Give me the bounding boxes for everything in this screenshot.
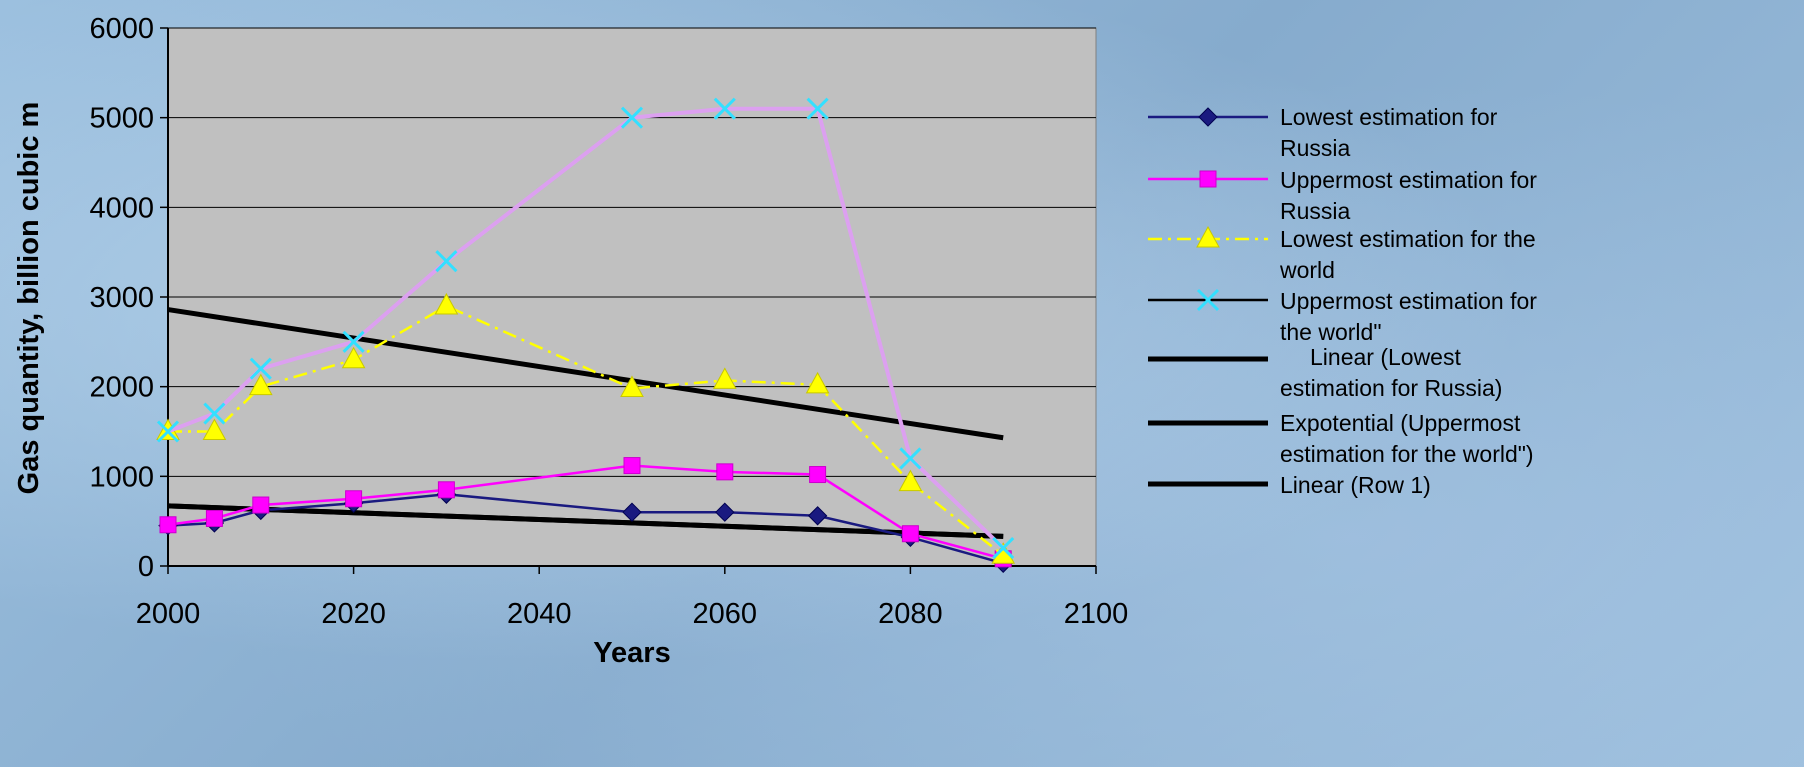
data-point-x bbox=[713, 97, 736, 120]
y-axis-title: Gas quantity, billion cubic m bbox=[13, 102, 45, 495]
legend-item-4: Uppermost estimation for the world" bbox=[1148, 288, 1537, 345]
legend-item-3: Lowest estimation for the world bbox=[1148, 225, 1536, 283]
series-line bbox=[167, 493, 1004, 565]
data-point-triangle bbox=[712, 367, 737, 389]
series-line bbox=[167, 106, 1005, 550]
legend-item-1: Lowest estimation for Russia bbox=[1148, 104, 1498, 161]
data-point-diamond bbox=[807, 506, 828, 526]
legend-label: Lowest estimation for bbox=[1280, 104, 1498, 130]
y-tick-label: 6000 bbox=[89, 13, 154, 45]
data-point-x bbox=[156, 420, 180, 443]
data-point-triangle bbox=[248, 373, 273, 396]
legend-label: Russia bbox=[1280, 135, 1351, 161]
data-point-square bbox=[205, 509, 223, 527]
series-line bbox=[168, 304, 1004, 557]
data-point-diamond bbox=[622, 502, 642, 522]
y-tick-label: 4000 bbox=[89, 192, 154, 224]
legend-label: estimation for Russia) bbox=[1280, 375, 1502, 401]
data-point-triangle bbox=[341, 346, 366, 369]
legend-item-7: Linear (Row 1) bbox=[1148, 472, 1431, 498]
legend-label: Uppermost estimation for bbox=[1280, 167, 1537, 193]
legend-label: Russia bbox=[1280, 198, 1351, 224]
data-point-triangle bbox=[1196, 225, 1220, 248]
y-tick-label: 1000 bbox=[89, 461, 154, 493]
data-point-x bbox=[203, 402, 226, 425]
data-point-diamond bbox=[1198, 107, 1218, 127]
data-point-triangle bbox=[202, 418, 227, 440]
y-tick-label: 2000 bbox=[89, 372, 154, 404]
series-4 bbox=[156, 97, 1015, 560]
tick-labels: 0 1000 2000 3000 4000 5000 6000 2000 2020 2040 206… bbox=[89, 13, 1128, 630]
data-point-square bbox=[623, 457, 641, 475]
data-point-x bbox=[992, 537, 1015, 560]
data-point-square bbox=[901, 525, 919, 543]
data-point-x bbox=[435, 250, 458, 273]
data-point-diamond bbox=[715, 502, 735, 522]
data-point-square bbox=[252, 496, 270, 514]
data-point-x bbox=[342, 330, 365, 353]
data-point-triangle bbox=[620, 375, 644, 397]
data-series bbox=[156, 97, 1016, 574]
data-point-x bbox=[899, 447, 922, 470]
data-point-x bbox=[1196, 288, 1220, 312]
legend-label: world bbox=[1279, 257, 1335, 283]
data-point-square bbox=[345, 490, 363, 508]
legend-label: estimation for the world") bbox=[1280, 441, 1534, 467]
legend-item-5: Linear (Lowest estimation for Russia) bbox=[1148, 344, 1502, 401]
legend-label: Expotential (Uppermost bbox=[1280, 410, 1521, 436]
y-tick-label: 5000 bbox=[89, 103, 154, 135]
legend-item-6: Expotential (Uppermost estimation for the… bbox=[1148, 410, 1534, 467]
series-3 bbox=[156, 292, 1016, 564]
y-tick-label: 0 bbox=[138, 551, 154, 583]
x-tick-label: 2000 bbox=[136, 598, 201, 630]
legend-label: Lowest estimation for the bbox=[1280, 226, 1536, 252]
x-tick-label: 2100 bbox=[1064, 598, 1129, 630]
legend-item-2: Uppermost estimation for Russia bbox=[1148, 167, 1537, 224]
legend-label: Linear (Lowest bbox=[1310, 344, 1461, 370]
axes bbox=[160, 27, 1097, 574]
trendline-2 bbox=[167, 307, 1004, 441]
data-point-square bbox=[437, 481, 455, 499]
x-tick-label: 2080 bbox=[878, 598, 943, 630]
legend-label: Linear (Row 1) bbox=[1280, 472, 1431, 498]
data-point-triangle bbox=[898, 469, 923, 492]
data-point-triangle bbox=[805, 371, 830, 394]
data-point-square bbox=[716, 463, 734, 481]
trendlines bbox=[167, 307, 1004, 539]
x-tick-label: 2040 bbox=[507, 598, 572, 630]
y-tick-label: 3000 bbox=[89, 282, 154, 314]
series-line bbox=[167, 464, 1004, 561]
data-point-square bbox=[809, 466, 827, 484]
legend-label: the world" bbox=[1280, 319, 1382, 345]
data-point-x bbox=[806, 97, 829, 120]
data-point-x bbox=[249, 357, 272, 380]
legend-label: Uppermost estimation for bbox=[1280, 288, 1537, 314]
data-point-triangle bbox=[434, 292, 459, 315]
data-point-x bbox=[620, 106, 644, 129]
x-tick-label: 2060 bbox=[693, 598, 758, 630]
data-point-square bbox=[1199, 170, 1217, 188]
trendline-3 bbox=[167, 503, 1004, 539]
x-axis-title: Years bbox=[593, 637, 670, 669]
x-tick-label: 2020 bbox=[321, 598, 386, 630]
data-point-square bbox=[159, 516, 177, 534]
